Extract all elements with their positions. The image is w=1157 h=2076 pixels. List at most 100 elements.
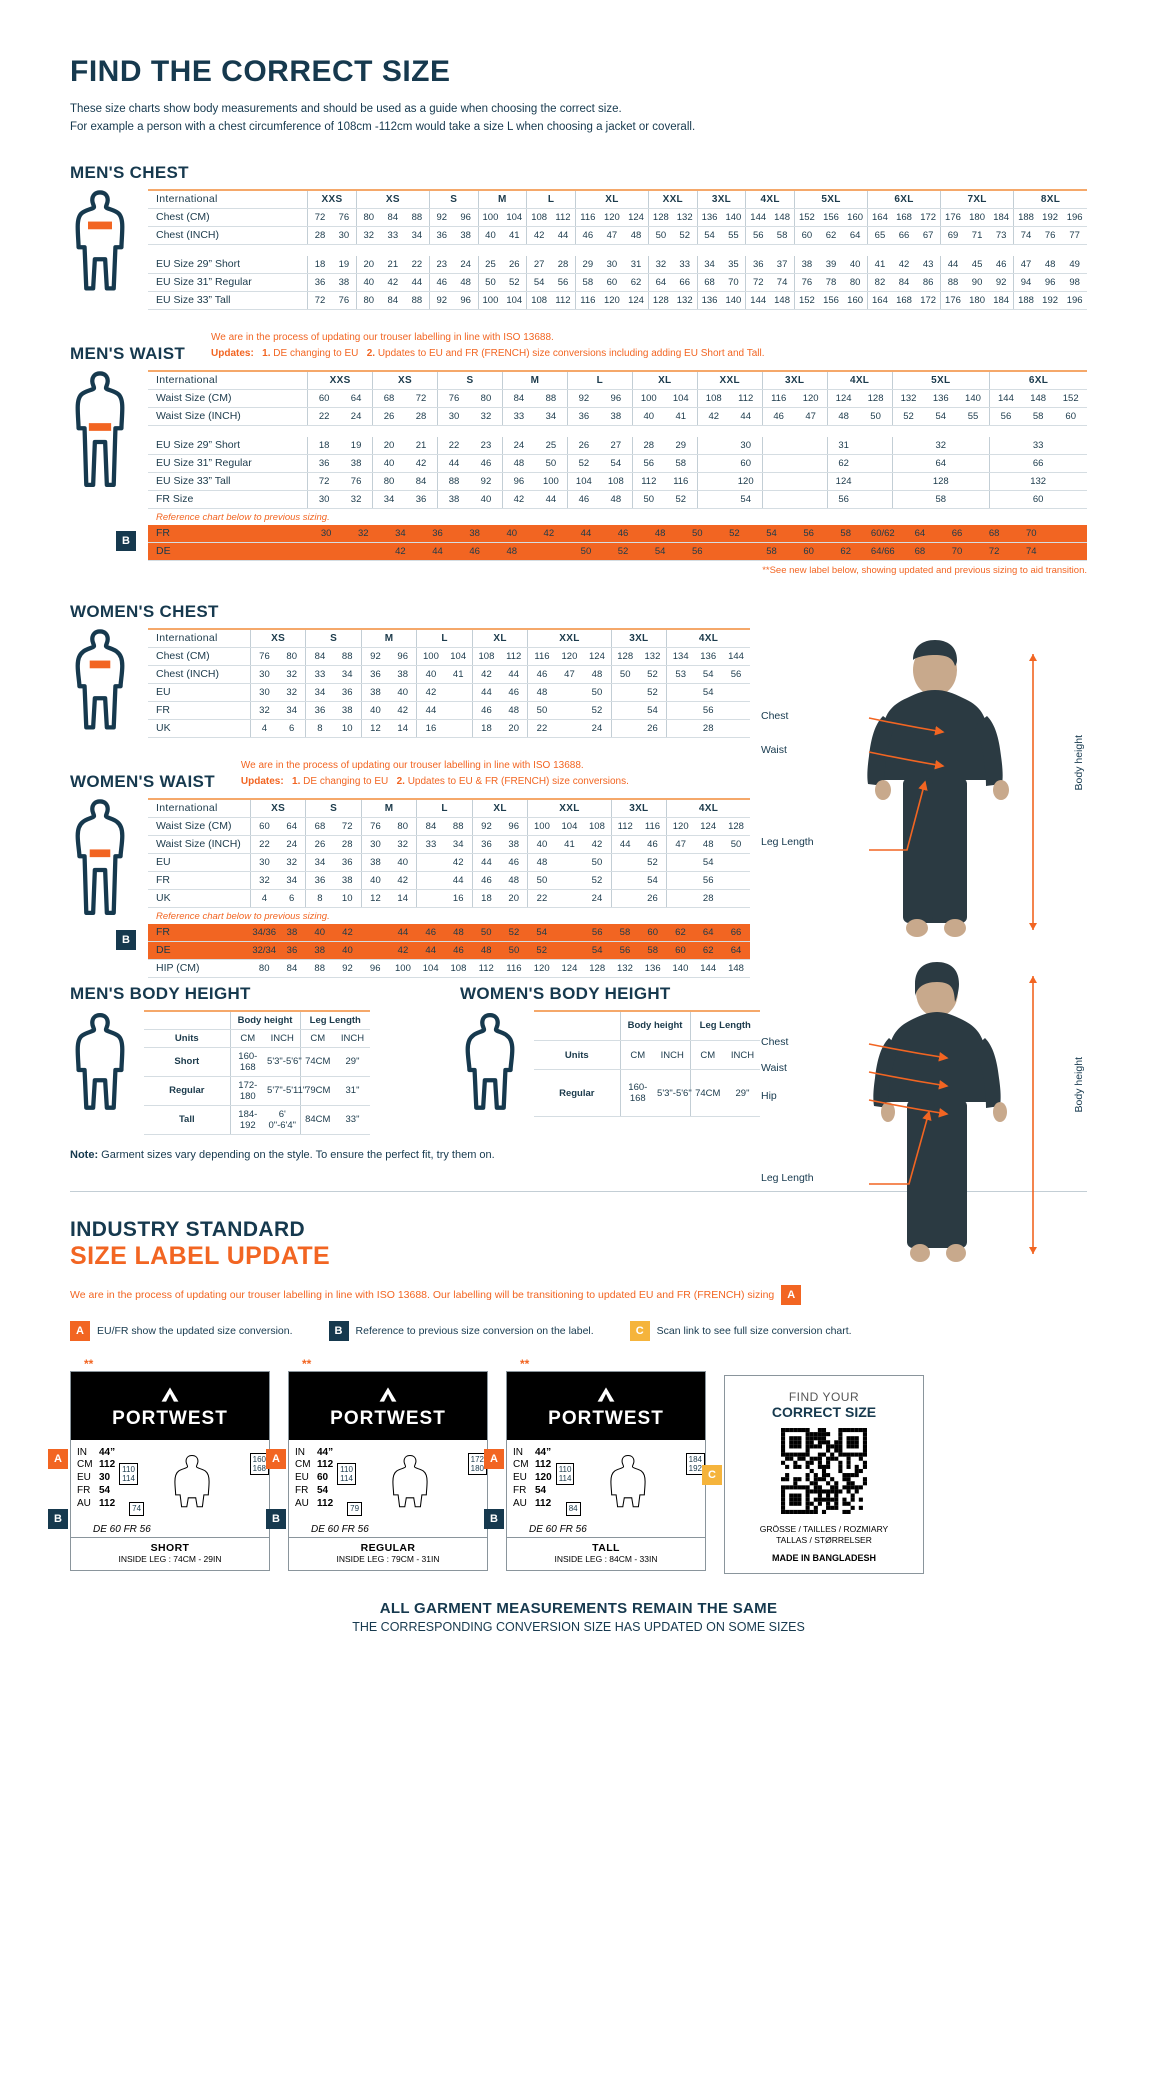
table-cell: 46 [471, 871, 501, 890]
table-cell [555, 871, 584, 890]
table-cell: 48 [444, 923, 473, 942]
table-cell: 48 [826, 407, 860, 426]
label-badge-b: B [48, 1508, 68, 1529]
table-cell [416, 889, 445, 908]
table-cell: 176 [940, 208, 965, 227]
male-waist-icon [75, 370, 125, 487]
mens-waist-title: MEN'S WAIST [70, 343, 186, 363]
table-cell: 44 [471, 683, 501, 702]
mens-chest-block: International XXS XS S M L XL XXL 3XL 4XL 5XL 6XL 7X… [70, 188, 1087, 310]
label-size-value: 54 [535, 1485, 547, 1497]
male-waist-figure [70, 370, 148, 495]
bh-cell: 31" [335, 1076, 370, 1106]
table-cell [610, 719, 639, 738]
table-cell: 180 [964, 208, 990, 227]
table-cell: 40 [360, 871, 390, 890]
table-cell: 80 [469, 389, 503, 408]
table-cell: 164 [867, 208, 892, 227]
table-cell: 70 [938, 542, 976, 561]
table-cell: 67 [916, 226, 941, 245]
table-cell: 64 [340, 389, 373, 408]
table-cell [610, 701, 639, 720]
table-cell [696, 454, 730, 473]
table-cell: 104 [664, 389, 698, 408]
label-body: IN 44” CM 112 EU 120 FR 54 AU 112 110 114 184 192 84 [507, 1440, 705, 1522]
table-cell: 36 [305, 871, 334, 890]
table-cell: 47 [666, 835, 695, 854]
bh-span-header: Body height [229, 1009, 301, 1030]
intro-line-2: For example a person with a chest circum… [70, 120, 696, 133]
table-cell: 36 [360, 665, 390, 684]
table-cell [344, 542, 382, 561]
table-cell: 92 [471, 817, 501, 836]
table-cell: 56 [631, 454, 665, 473]
table-row: Chest (CM) 72 76 80 84 88 92 96 100 104 108 112 116 1… [148, 208, 1087, 227]
bh-cell: 29" [335, 1047, 370, 1077]
table-cell [555, 941, 584, 960]
table-cell: 26 [502, 255, 527, 274]
table-cell: 48 [694, 835, 723, 854]
table-cell: 152 [1054, 389, 1087, 408]
table-cell: 44 [416, 701, 445, 720]
table-cell: 48 [527, 853, 556, 872]
label-box: PORTWEST IN 44” CM 112 EU 60 FR 54 AU 112 110 114 172… [288, 1370, 488, 1571]
table-cell: 38 [599, 407, 633, 426]
bh-row-label: Short [144, 1047, 231, 1077]
table-cell: 100 [527, 817, 556, 836]
table-cell: 19 [331, 255, 357, 274]
table-cell: 4 [249, 889, 279, 908]
column-header-international: International [148, 797, 251, 818]
table-cell: 128 [722, 817, 750, 836]
table-cell: 46 [638, 835, 667, 854]
table-cell [696, 490, 730, 509]
table-cell: 50 [477, 273, 503, 292]
table-cell: 16 [444, 889, 473, 908]
table-cell: 58 [752, 542, 791, 561]
table-cell: 128 [610, 647, 639, 666]
table-cell: 88 [436, 472, 470, 491]
size-group-header: XL [471, 627, 528, 648]
table-cell: 60 [1054, 407, 1087, 426]
table-cell: 40 [360, 701, 390, 720]
bh-unit-header: CM [619, 1040, 656, 1071]
table-cell: 44 [416, 941, 445, 960]
table-cell [715, 542, 753, 561]
table-cell: 148 [722, 959, 750, 978]
label-inside-leg: INSIDE LEG : 74CM - 29IN [118, 1553, 222, 1564]
table-cell [794, 472, 828, 491]
bh-corner [144, 1009, 231, 1030]
qr-code-image[interactable] [781, 1427, 867, 1514]
table-row: Waist Size (CM) 60 64 68 72 76 80 84 88 92 96 100 10… [148, 817, 750, 836]
label-footer: REGULAR INSIDE LEG : 79CM - 31IN [289, 1536, 487, 1570]
table-cell: 30 [360, 835, 390, 854]
label-fit-name: SHORT [150, 1541, 190, 1554]
bh-cell: 172-180 [229, 1076, 266, 1106]
legend-text: Scan link to see full size conversion ch… [656, 1324, 852, 1337]
table-cell: 116 [761, 389, 795, 408]
table-cell: 42 [389, 871, 417, 890]
label-inside-leg: INSIDE LEG : 79CM - 31IN [336, 1553, 440, 1564]
size-group-header: XS [249, 797, 306, 818]
table-cell [666, 719, 695, 738]
table-cell: 46 [527, 665, 556, 684]
size-group-header: 5XL [793, 188, 868, 209]
label-brand-bar: PORTWEST [507, 1371, 705, 1440]
mens-waist-reference-block: B FR 30 32 34 36 38 40 42 44 46 48 50 52 54 56 58 60/62 6… [70, 524, 1087, 561]
legend-key-item: C Scan link to see full size conversion c… [629, 1320, 852, 1341]
size-group-header: XL [574, 188, 649, 209]
table-cell: 38 [278, 923, 306, 942]
label-badge-a: A [266, 1448, 286, 1469]
table-cell: 36 [418, 524, 457, 543]
size-group-header: S [305, 797, 362, 818]
table-row: FR Size 30 32 34 36 38 40 42 44 46 48 50 52 54 56 58 60 [148, 490, 1087, 509]
table-cell: 120 [729, 472, 763, 491]
label-size-value: 44” [535, 1446, 552, 1458]
size-group-header: S [305, 627, 362, 648]
table-cell: 108 [526, 291, 552, 310]
bh-units-row: Units CM INCH CM INCH [534, 1040, 760, 1071]
row-label: UK [148, 889, 251, 908]
table-cell: 47 [1013, 255, 1038, 274]
table-cell: 88 [405, 291, 430, 310]
bh-row-label: Regular [144, 1076, 231, 1106]
table-cell: 92 [428, 208, 454, 227]
